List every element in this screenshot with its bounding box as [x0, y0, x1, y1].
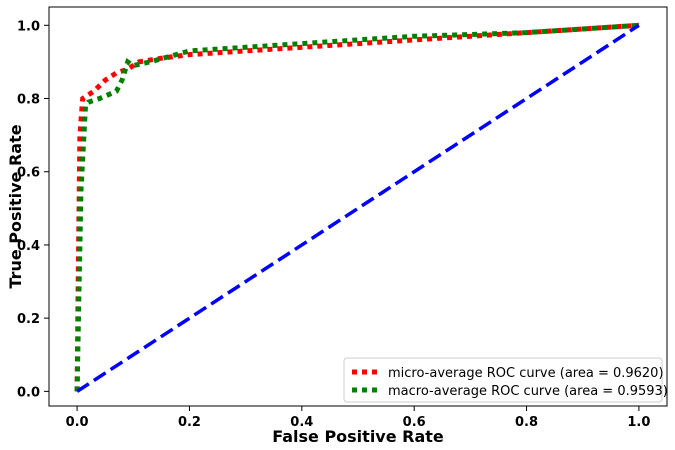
x-tick-label: 1.0: [627, 415, 650, 430]
x-tick-label: 0.8: [515, 415, 538, 430]
x-tick-label: 0.2: [178, 415, 201, 430]
micro-average-roc-line: [74, 22, 640, 392]
y-tick-label: 0.4: [17, 239, 40, 254]
chance-diagonal-line: [76, 23, 640, 393]
legend: micro-average ROC curve (area = 0.9620) m…: [343, 357, 668, 403]
plot-frame: [48, 6, 668, 407]
y-tick-label: 1.0: [17, 19, 40, 34]
x-axis-label: False Positive Rate: [272, 427, 444, 446]
x-tick-label: 0.4: [290, 415, 313, 430]
legend-label: micro-average ROC curve (area = 0.9620): [388, 366, 664, 381]
y-tick-label: 0.8: [17, 93, 40, 108]
y-tick-label: 0.0: [17, 385, 40, 400]
y-tick-label: 0.2: [17, 312, 40, 327]
y-tick-label: 0.6: [17, 166, 40, 181]
x-tick-label: 0.0: [66, 415, 89, 430]
plot-area: [74, 22, 640, 393]
x-tick-label: 0.6: [403, 415, 426, 430]
legend-label: macro-average ROC curve (area = 0.9593): [388, 384, 668, 399]
axes: 0.0 0.2 0.4 0.6 0.8 1.0 0.0 0.2 0.4 0.6 0.8 1.0: [17, 6, 668, 430]
legend-box: [343, 357, 663, 403]
y-axis-label: True Positive Rate: [6, 124, 25, 288]
